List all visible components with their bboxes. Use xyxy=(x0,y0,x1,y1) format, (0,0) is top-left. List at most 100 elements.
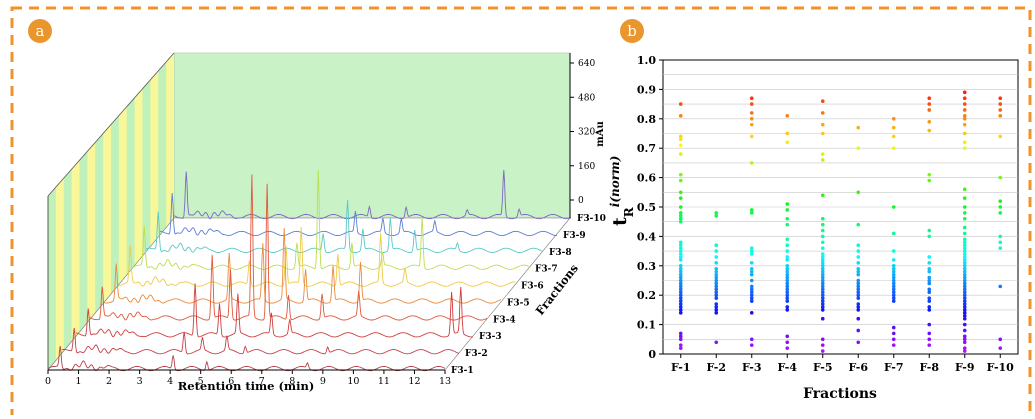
data-point xyxy=(998,108,1003,112)
x-tick-label-a: 7 xyxy=(259,376,265,387)
data-point xyxy=(785,237,790,242)
data-point xyxy=(785,299,790,303)
data-point xyxy=(820,287,825,292)
data-point xyxy=(891,125,896,130)
fraction-label: F3-4 xyxy=(493,315,516,325)
data-point xyxy=(714,278,719,283)
data-point xyxy=(927,228,932,233)
trace-F3-9 xyxy=(160,192,557,237)
data-point xyxy=(962,255,967,259)
data-point xyxy=(927,255,932,259)
gridlines-b xyxy=(663,74,1018,340)
data-point xyxy=(714,281,719,286)
data-point xyxy=(749,272,754,277)
data-point xyxy=(998,175,1003,180)
data-point xyxy=(998,114,1003,118)
data-point xyxy=(962,196,967,200)
x-tick-label-b: F-8 xyxy=(919,361,939,374)
data-point xyxy=(820,222,825,227)
fraction-label: F3-10 xyxy=(577,214,606,224)
data-point xyxy=(820,261,825,265)
data-point xyxy=(962,293,967,298)
data-point xyxy=(927,331,932,336)
fraction-label: F3-3 xyxy=(479,332,502,342)
data-point xyxy=(820,343,825,347)
data-point xyxy=(678,258,683,262)
data-point xyxy=(820,278,825,283)
data-point xyxy=(785,290,790,295)
data-point xyxy=(678,302,683,306)
trace-F3-8 xyxy=(145,200,544,253)
data-point xyxy=(820,240,825,245)
data-point xyxy=(962,216,967,221)
data-point xyxy=(749,269,754,274)
data-point xyxy=(749,278,754,283)
data-point xyxy=(856,328,861,333)
data-point xyxy=(820,246,825,250)
data-point xyxy=(998,134,1003,139)
data-point xyxy=(678,269,683,274)
data-point xyxy=(714,269,719,274)
data-point xyxy=(678,287,683,292)
y-tick-label-a: 320 xyxy=(578,128,595,138)
x-tick-label-a: 4 xyxy=(167,376,173,387)
data-point xyxy=(714,272,719,277)
data-point xyxy=(749,337,754,342)
data-point xyxy=(714,340,719,345)
x-tick-label-b: F-4 xyxy=(777,361,797,374)
data-point xyxy=(785,202,790,206)
data-point xyxy=(820,152,825,156)
data-point xyxy=(927,96,932,101)
data-point xyxy=(678,305,683,309)
scatter-points xyxy=(678,90,1003,353)
data-point xyxy=(962,287,967,292)
data-point xyxy=(785,340,790,345)
data-point xyxy=(749,211,754,215)
side-wall-stripe xyxy=(111,115,119,294)
data-point xyxy=(891,299,896,303)
x-tick-label-b: F-3 xyxy=(742,361,762,374)
data-point xyxy=(891,275,896,280)
y-axis-b: 0 0.1 0.2 0.3 0.4 0.5 0.6 0.7 0.8 0.9 1.0 xyxy=(637,54,663,361)
data-point xyxy=(962,252,967,256)
data-point xyxy=(856,269,861,274)
data-point xyxy=(998,211,1003,215)
data-point xyxy=(962,96,967,101)
y-tick-label-a: 480 xyxy=(578,93,595,103)
data-point xyxy=(927,343,932,347)
data-point xyxy=(962,205,967,209)
data-point xyxy=(962,102,967,106)
data-point xyxy=(856,278,861,283)
data-point xyxy=(962,231,967,236)
fraction-label: F3-8 xyxy=(549,248,572,258)
data-point xyxy=(714,308,719,312)
x-tick-label-a: 6 xyxy=(228,376,234,387)
data-point xyxy=(927,269,932,274)
panel-a-badge: a xyxy=(28,19,52,43)
data-point xyxy=(678,290,683,295)
data-point xyxy=(749,96,754,101)
data-point xyxy=(785,243,790,248)
data-point xyxy=(714,243,719,248)
data-point xyxy=(820,293,825,298)
data-point xyxy=(927,275,932,280)
data-point xyxy=(714,293,719,298)
x-tick-label-a: 3 xyxy=(137,376,143,387)
fraction-label: F3-1 xyxy=(451,366,474,376)
side-wall-stripe xyxy=(95,133,104,313)
data-point xyxy=(927,308,932,312)
side-wall-stripe xyxy=(48,187,56,370)
data-point xyxy=(856,146,861,150)
data-point xyxy=(678,190,683,195)
data-point xyxy=(927,119,932,124)
data-point xyxy=(678,211,683,215)
data-point xyxy=(785,293,790,298)
data-point xyxy=(856,316,861,321)
data-point xyxy=(856,272,861,277)
data-point xyxy=(962,299,967,303)
data-point xyxy=(962,269,967,274)
data-point xyxy=(714,284,719,289)
data-point xyxy=(927,128,932,133)
data-point xyxy=(678,102,683,106)
